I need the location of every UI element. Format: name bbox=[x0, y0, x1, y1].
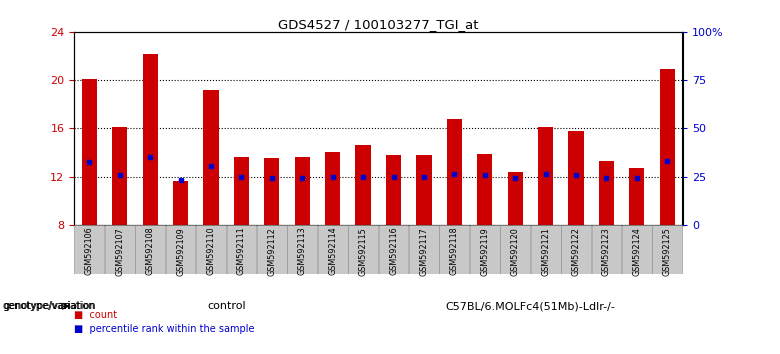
Text: GSM592111: GSM592111 bbox=[237, 227, 246, 275]
Text: C57BL/6.MOLFc4(51Mb)-Ldlr-/-: C57BL/6.MOLFc4(51Mb)-Ldlr-/- bbox=[445, 301, 615, 311]
Bar bbox=[204, 90, 218, 225]
Text: GSM592108: GSM592108 bbox=[146, 227, 154, 275]
Bar bbox=[629, 168, 644, 225]
Text: GSM592107: GSM592107 bbox=[115, 227, 124, 275]
Bar bbox=[317, 225, 348, 274]
Bar bbox=[226, 225, 257, 274]
Text: ■  count: ■ count bbox=[74, 310, 117, 320]
Bar bbox=[508, 172, 523, 225]
Bar bbox=[386, 155, 401, 225]
Bar bbox=[257, 225, 287, 274]
Bar bbox=[378, 225, 409, 274]
Text: GSM592114: GSM592114 bbox=[328, 227, 337, 275]
Bar bbox=[652, 225, 682, 274]
Bar bbox=[356, 145, 370, 225]
Bar bbox=[105, 225, 135, 274]
Bar bbox=[530, 225, 561, 274]
Bar bbox=[599, 161, 614, 225]
Text: GSM592116: GSM592116 bbox=[389, 227, 398, 275]
Bar bbox=[470, 225, 500, 274]
Bar bbox=[82, 79, 97, 225]
Bar bbox=[295, 157, 310, 225]
Text: genotype/variation: genotype/variation bbox=[2, 301, 95, 311]
Text: GSM592110: GSM592110 bbox=[207, 227, 215, 275]
Text: GSM592123: GSM592123 bbox=[602, 227, 611, 275]
Text: GSM592112: GSM592112 bbox=[268, 227, 276, 275]
Bar bbox=[477, 154, 492, 225]
Text: GSM592121: GSM592121 bbox=[541, 227, 550, 275]
Text: control: control bbox=[207, 301, 246, 311]
Bar bbox=[569, 131, 583, 225]
Text: GSM592106: GSM592106 bbox=[85, 227, 94, 275]
Text: GSM592109: GSM592109 bbox=[176, 227, 185, 275]
Text: genotype/variation: genotype/variation bbox=[4, 301, 97, 311]
Text: GSM592125: GSM592125 bbox=[663, 227, 672, 276]
Bar bbox=[660, 69, 675, 225]
Bar bbox=[439, 225, 470, 274]
Bar bbox=[234, 157, 249, 225]
Bar bbox=[447, 119, 462, 225]
Bar bbox=[561, 225, 591, 274]
Text: GSM592120: GSM592120 bbox=[511, 227, 519, 275]
Text: GSM592115: GSM592115 bbox=[359, 227, 367, 275]
Text: GSM592113: GSM592113 bbox=[298, 227, 307, 275]
Bar bbox=[196, 225, 226, 274]
Bar bbox=[417, 155, 431, 225]
Title: GDS4527 / 100103277_TGI_at: GDS4527 / 100103277_TGI_at bbox=[278, 18, 479, 31]
Bar bbox=[622, 225, 652, 274]
Text: GSM592118: GSM592118 bbox=[450, 227, 459, 275]
Bar bbox=[325, 153, 340, 225]
Bar bbox=[74, 225, 105, 274]
Bar bbox=[264, 159, 279, 225]
Bar bbox=[287, 225, 317, 274]
Bar bbox=[591, 225, 622, 274]
Text: GSM592117: GSM592117 bbox=[420, 227, 428, 275]
Text: GSM592122: GSM592122 bbox=[572, 227, 580, 276]
Bar bbox=[143, 53, 158, 225]
Text: ■  percentile rank within the sample: ■ percentile rank within the sample bbox=[74, 324, 254, 334]
Bar bbox=[112, 127, 127, 225]
Bar bbox=[165, 225, 196, 274]
Bar bbox=[173, 181, 188, 225]
Bar bbox=[538, 127, 553, 225]
Bar bbox=[500, 225, 530, 274]
Text: GSM592119: GSM592119 bbox=[480, 227, 489, 275]
Bar bbox=[135, 225, 165, 274]
Bar bbox=[409, 225, 439, 274]
Text: GSM592124: GSM592124 bbox=[633, 227, 641, 275]
Bar bbox=[348, 225, 378, 274]
